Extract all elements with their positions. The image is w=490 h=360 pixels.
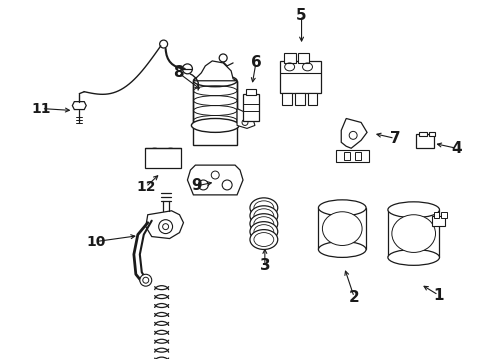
Circle shape bbox=[143, 277, 149, 283]
Bar bbox=[282, 93, 292, 105]
Circle shape bbox=[198, 180, 208, 190]
Text: 12: 12 bbox=[136, 180, 155, 194]
Bar bbox=[294, 93, 305, 105]
Ellipse shape bbox=[250, 230, 278, 249]
Polygon shape bbox=[237, 109, 255, 129]
Ellipse shape bbox=[254, 225, 274, 239]
Text: 4: 4 bbox=[451, 141, 462, 156]
Ellipse shape bbox=[388, 202, 440, 218]
Bar bbox=[280, 61, 321, 93]
Bar bbox=[418, 132, 427, 136]
Bar bbox=[432, 216, 445, 226]
Circle shape bbox=[163, 148, 178, 164]
Bar bbox=[441, 212, 447, 218]
Text: 11: 11 bbox=[32, 102, 51, 116]
Ellipse shape bbox=[250, 214, 278, 234]
Bar bbox=[145, 148, 180, 168]
Bar bbox=[246, 89, 256, 95]
Ellipse shape bbox=[194, 75, 237, 87]
Bar bbox=[344, 152, 350, 160]
Circle shape bbox=[151, 152, 159, 160]
Circle shape bbox=[222, 180, 232, 190]
Polygon shape bbox=[188, 165, 243, 195]
Ellipse shape bbox=[318, 200, 366, 216]
Ellipse shape bbox=[192, 118, 239, 132]
Polygon shape bbox=[341, 118, 367, 148]
Circle shape bbox=[167, 152, 174, 160]
Circle shape bbox=[211, 171, 219, 179]
Text: 2: 2 bbox=[349, 289, 360, 305]
Circle shape bbox=[140, 274, 152, 286]
Ellipse shape bbox=[250, 206, 278, 226]
Circle shape bbox=[182, 64, 193, 74]
Bar bbox=[318, 208, 366, 249]
Ellipse shape bbox=[254, 233, 274, 247]
Circle shape bbox=[349, 131, 357, 139]
Text: 7: 7 bbox=[390, 131, 400, 146]
Bar bbox=[284, 53, 295, 63]
Circle shape bbox=[159, 220, 172, 234]
Bar bbox=[194, 81, 237, 145]
Circle shape bbox=[219, 54, 227, 62]
Polygon shape bbox=[73, 102, 86, 109]
Ellipse shape bbox=[250, 198, 278, 218]
Ellipse shape bbox=[318, 242, 366, 257]
Bar bbox=[297, 53, 310, 63]
Text: 9: 9 bbox=[191, 179, 202, 193]
Bar bbox=[416, 134, 434, 148]
Bar bbox=[308, 93, 318, 105]
Ellipse shape bbox=[254, 217, 274, 231]
Text: 10: 10 bbox=[86, 234, 106, 248]
Ellipse shape bbox=[388, 249, 440, 265]
Ellipse shape bbox=[254, 201, 274, 215]
Bar bbox=[243, 94, 259, 121]
Ellipse shape bbox=[322, 212, 362, 246]
Text: 1: 1 bbox=[433, 288, 444, 303]
Circle shape bbox=[147, 148, 163, 164]
Polygon shape bbox=[194, 61, 237, 81]
Text: 8: 8 bbox=[173, 65, 184, 80]
Text: 3: 3 bbox=[260, 258, 270, 273]
Text: 6: 6 bbox=[250, 55, 261, 71]
Bar bbox=[429, 132, 435, 136]
Ellipse shape bbox=[254, 209, 274, 223]
Polygon shape bbox=[146, 211, 183, 239]
Text: 5: 5 bbox=[296, 8, 307, 23]
Bar bbox=[388, 210, 440, 257]
Circle shape bbox=[242, 120, 248, 125]
Circle shape bbox=[163, 224, 169, 230]
Ellipse shape bbox=[250, 222, 278, 242]
Bar bbox=[355, 152, 361, 160]
Polygon shape bbox=[336, 150, 369, 162]
Bar bbox=[434, 212, 440, 218]
Ellipse shape bbox=[392, 215, 436, 252]
